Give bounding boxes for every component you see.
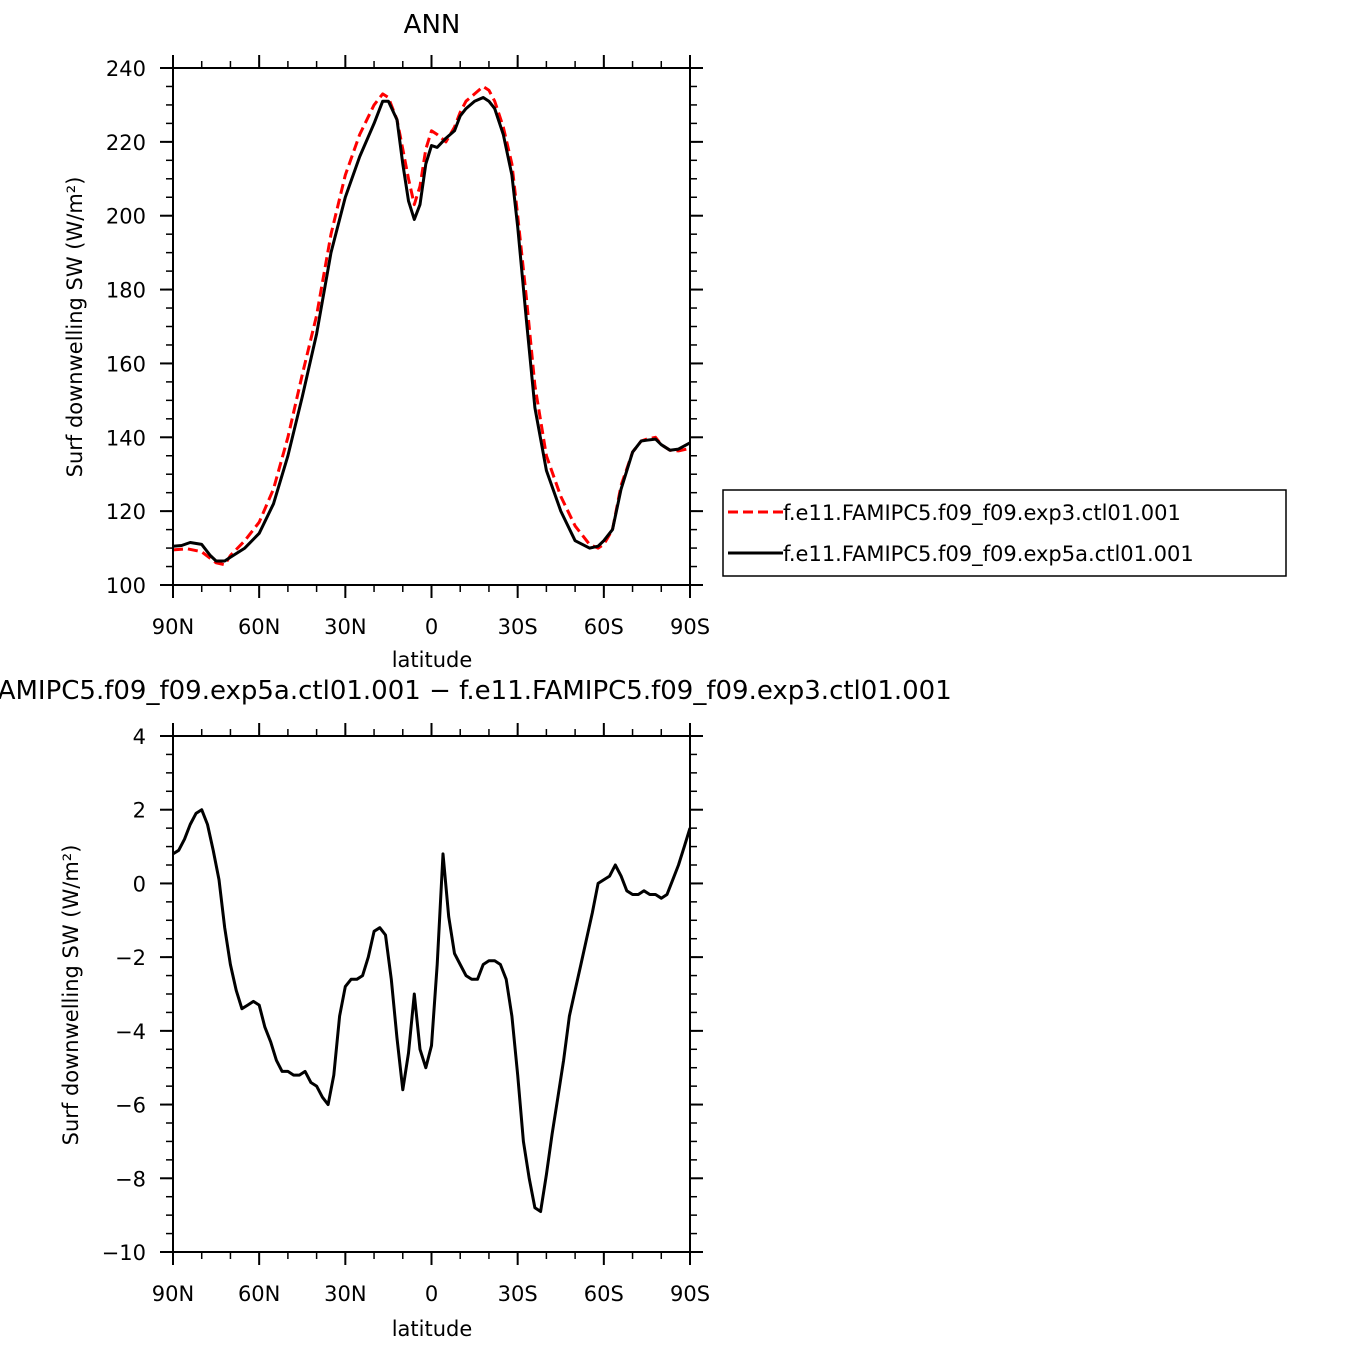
top-y-axis-label: Surf downwelling SW (W/m²) <box>63 177 87 478</box>
bottom-y-axis-label: Surf downwelling SW (W/m²) <box>59 845 83 1146</box>
bottom-panel: f.e11.FAMIPC5.f09_f09.exp5a.ctl01.001 − … <box>0 676 952 1341</box>
bottom-chart-title: f.e11.FAMIPC5.f09_f09.exp5a.ctl01.001 − … <box>0 676 952 706</box>
bottom-xtick-label: 0 <box>425 1282 438 1306</box>
bottom-ytick-label: 2 <box>133 799 146 823</box>
top-ytick-label: 200 <box>106 205 146 229</box>
bottom-ytick-label: −6 <box>115 1094 146 1118</box>
bottom-xtick-label: 60S <box>584 1282 624 1306</box>
top-xtick-label: 30N <box>324 615 366 639</box>
bottom-ytick-label: 0 <box>133 872 146 896</box>
legend-label-exp5a: f.e11.FAMIPC5.f09_f09.exp5a.ctl01.001 <box>783 542 1194 567</box>
legend-box <box>722 489 1287 577</box>
top-ytick-label: 220 <box>106 131 146 155</box>
top-ytick-label: 120 <box>106 500 146 524</box>
bottom-xtick-label: 90N <box>152 1282 194 1306</box>
top-xtick-label: 30S <box>498 615 538 639</box>
top-ytick-label: 160 <box>106 352 146 376</box>
bottom-ytick-label: −4 <box>115 1020 146 1044</box>
top-series-line-0 <box>172 85 691 567</box>
bottom-series-layer <box>172 808 692 1213</box>
bottom-xtick-label: 30N <box>324 1282 366 1306</box>
top-ytick-label: 240 <box>106 57 146 81</box>
top-ytick-label: 180 <box>106 279 146 303</box>
top-x-axis-label: latitude <box>392 648 473 672</box>
bottom-xtick-label: 90S <box>670 1282 710 1306</box>
top-series-line-1 <box>172 96 691 563</box>
bottom-plot-frame <box>172 735 691 1253</box>
bottom-x-axis-label: latitude <box>392 1317 473 1341</box>
top-panel: ANN 100 120 140 160 180 200 220 240 90N 60N 30N 0 30… <box>63 10 1287 672</box>
bottom-ytick-label: −10 <box>102 1241 146 1265</box>
top-xtick-label: 90N <box>152 615 194 639</box>
legend: f.e11.FAMIPC5.f09_f09.exp3.ctl01.001 f.e… <box>722 489 1287 577</box>
bottom-series-line-0 <box>172 808 692 1213</box>
top-axes-layer: 100 120 140 160 180 200 220 240 90N 60N 30N 0 30S 60S… <box>106 55 710 639</box>
top-xtick-label: 60N <box>238 615 280 639</box>
top-chart-title: ANN <box>404 10 461 40</box>
top-xtick-label: 0 <box>425 615 438 639</box>
top-xtick-label: 90S <box>670 615 710 639</box>
bottom-xtick-label: 30S <box>498 1282 538 1306</box>
bottom-ytick-label: −8 <box>115 1167 146 1191</box>
top-ytick-label: 100 <box>106 574 146 598</box>
top-xtick-label: 60S <box>584 615 624 639</box>
bottom-xtick-label: 60N <box>238 1282 280 1306</box>
bottom-ytick-label: 4 <box>133 725 146 749</box>
bottom-ytick-label: −2 <box>115 946 146 970</box>
top-series-layer <box>172 85 691 567</box>
legend-label-exp3: f.e11.FAMIPC5.f09_f09.exp3.ctl01.001 <box>783 501 1181 526</box>
top-ytick-label: 140 <box>106 426 146 450</box>
bottom-axes-layer: −10 −8 −6 −4 −2 0 2 4 90N 60N 30N 0 30S 60S 90S <box>102 723 710 1306</box>
